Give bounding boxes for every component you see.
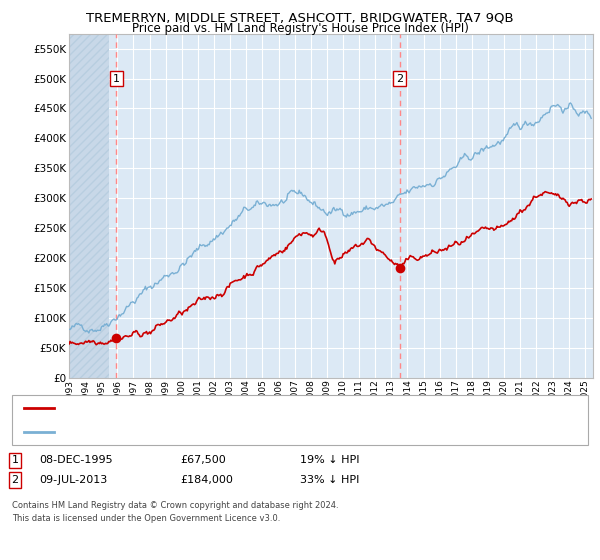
Text: Price paid vs. HM Land Registry's House Price Index (HPI): Price paid vs. HM Land Registry's House … xyxy=(131,22,469,35)
Bar xyxy=(69,34,109,378)
Text: 1: 1 xyxy=(113,73,120,83)
Text: 2: 2 xyxy=(396,73,403,83)
Text: TREMERRYN, MIDDLE STREET, ASHCOTT, BRIDGWATER, TA7 9QB (detached house): TREMERRYN, MIDDLE STREET, ASHCOTT, BRIDG… xyxy=(60,404,452,413)
Text: 19% ↓ HPI: 19% ↓ HPI xyxy=(300,455,359,465)
Text: 08-DEC-1995: 08-DEC-1995 xyxy=(39,455,113,465)
Text: 33% ↓ HPI: 33% ↓ HPI xyxy=(300,475,359,485)
Text: £67,500: £67,500 xyxy=(180,455,226,465)
Text: Contains HM Land Registry data © Crown copyright and database right 2024.
This d: Contains HM Land Registry data © Crown c… xyxy=(12,501,338,522)
Text: TREMERRYN, MIDDLE STREET, ASHCOTT, BRIDGWATER, TA7 9QB: TREMERRYN, MIDDLE STREET, ASHCOTT, BRIDG… xyxy=(86,11,514,24)
Text: HPI: Average price, detached house, Somerset: HPI: Average price, detached house, Some… xyxy=(60,427,281,436)
Text: £184,000: £184,000 xyxy=(180,475,233,485)
Text: 2: 2 xyxy=(11,475,19,485)
Text: 1: 1 xyxy=(11,455,19,465)
Text: 09-JUL-2013: 09-JUL-2013 xyxy=(39,475,107,485)
